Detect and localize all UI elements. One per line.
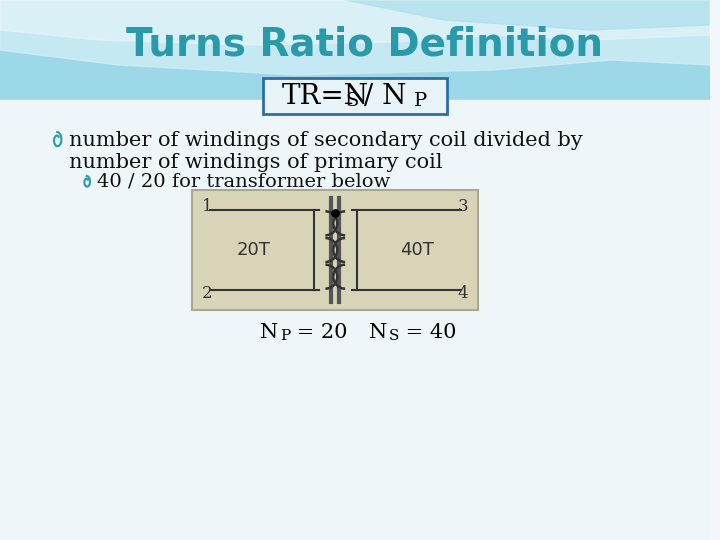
Text: 40T: 40T <box>400 241 433 259</box>
Text: / N: / N <box>354 83 406 110</box>
Text: 4: 4 <box>458 285 469 302</box>
Text: TR=N: TR=N <box>282 83 369 110</box>
Text: S: S <box>346 92 359 110</box>
Bar <box>0 100 710 540</box>
Text: number of windings of primary coil: number of windings of primary coil <box>69 152 443 172</box>
Bar <box>192 190 478 310</box>
Text: P: P <box>414 92 427 110</box>
Text: 3: 3 <box>458 198 469 215</box>
Polygon shape <box>0 0 710 45</box>
Polygon shape <box>0 0 710 75</box>
Text: S: S <box>389 329 399 343</box>
Text: N: N <box>369 322 387 341</box>
Text: 2: 2 <box>202 285 213 302</box>
FancyBboxPatch shape <box>263 78 447 114</box>
Text: number of windings of secondary coil divided by: number of windings of secondary coil div… <box>69 131 582 150</box>
Text: = 20: = 20 <box>290 322 348 341</box>
Text: = 40: = 40 <box>399 322 456 341</box>
Text: 20T: 20T <box>237 241 271 259</box>
Text: Turns Ratio Definition: Turns Ratio Definition <box>127 26 603 64</box>
Bar <box>0 0 710 100</box>
Text: 40 / 20 for transformer below: 40 / 20 for transformer below <box>96 173 390 191</box>
Polygon shape <box>345 0 710 30</box>
Text: N: N <box>260 322 278 341</box>
Text: 1: 1 <box>202 198 213 215</box>
Text: P: P <box>280 329 290 343</box>
